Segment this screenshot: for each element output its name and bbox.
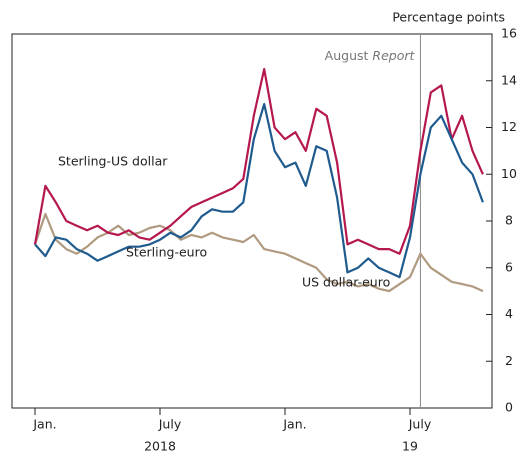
series-line	[33, 68, 484, 255]
y-tick-label: 2	[505, 353, 513, 368]
x-tick-label: Jan.	[282, 417, 306, 432]
y-tick-label: 4	[505, 306, 513, 321]
x-tick-label: July	[158, 417, 182, 432]
x-year-label: 19	[402, 439, 418, 454]
y-tick-label: 6	[505, 259, 513, 274]
series-label: US dollar-euro	[302, 275, 390, 290]
series-line	[33, 212, 484, 293]
x-tick-label: July	[408, 417, 432, 432]
y-axis-title: Percentage points	[392, 10, 505, 25]
series-line	[34, 103, 484, 279]
y-tick-label: 10	[501, 166, 517, 181]
y-tick-label: 0	[505, 400, 513, 415]
event-label-italic: Report	[372, 48, 415, 63]
y-tick-label: 8	[505, 213, 513, 228]
y-tick-label: 14	[501, 72, 517, 87]
y-tick-label: 12	[501, 119, 517, 134]
y-tick-label: 16	[501, 26, 517, 41]
x-tick-label: Jan.	[32, 417, 56, 432]
event-label-text: August	[325, 48, 369, 63]
series-label: Sterling-euro	[126, 245, 207, 260]
x-year-label: 2018	[144, 439, 176, 454]
series-label: Sterling-US dollar	[58, 154, 168, 169]
event-label: August Report	[325, 48, 416, 63]
